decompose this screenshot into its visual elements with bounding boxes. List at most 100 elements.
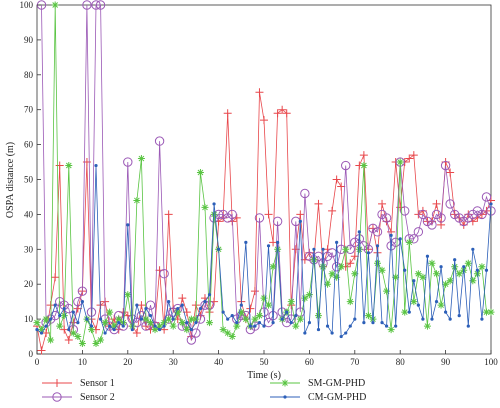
data-point <box>341 160 351 171</box>
data-point <box>257 320 262 325</box>
data-point <box>187 315 195 323</box>
data-point <box>94 163 98 168</box>
data-point <box>160 319 168 327</box>
data-point <box>189 327 193 332</box>
x-tick-label: 50 <box>260 357 270 367</box>
data-point <box>482 308 490 316</box>
data-point <box>471 247 475 251</box>
data-point <box>266 244 271 248</box>
data-point <box>269 238 278 247</box>
data-point <box>439 265 443 269</box>
data-point <box>310 256 318 264</box>
data-point <box>178 319 186 327</box>
data-point <box>246 304 255 313</box>
data-point <box>409 151 418 160</box>
data-point <box>321 247 325 251</box>
legend-swatch-marker <box>281 379 289 387</box>
data-point <box>425 254 430 258</box>
data-point <box>337 182 346 191</box>
data-point <box>217 247 221 251</box>
data-point <box>74 333 82 341</box>
data-point <box>55 161 64 170</box>
data-point <box>446 168 455 177</box>
data-point <box>319 263 327 271</box>
data-point <box>110 322 118 330</box>
data-point <box>405 238 413 246</box>
data-point <box>351 270 359 278</box>
data-point <box>230 314 234 318</box>
data-point <box>226 317 230 321</box>
data-point <box>287 298 295 306</box>
legend-swatch-marker <box>53 379 61 387</box>
data-point <box>44 324 48 328</box>
data-point <box>416 303 420 307</box>
data-point <box>332 175 341 184</box>
data-point <box>196 169 204 177</box>
data-point <box>139 317 144 321</box>
data-point <box>389 233 393 237</box>
data-point <box>292 322 300 330</box>
data-point <box>255 312 263 320</box>
data-point <box>198 307 203 311</box>
data-point <box>484 268 489 272</box>
data-point <box>381 213 392 223</box>
data-point <box>251 315 259 323</box>
data-point <box>212 202 216 206</box>
data-point <box>135 303 139 307</box>
x-axis-title: Time (s) <box>247 370 281 381</box>
data-point <box>421 317 425 321</box>
data-point <box>64 336 73 345</box>
data-point <box>137 301 146 310</box>
data-point <box>65 162 73 170</box>
data-point <box>383 287 391 295</box>
data-point <box>296 210 305 219</box>
data-point <box>372 227 383 237</box>
data-point <box>171 317 175 321</box>
data-point <box>457 314 461 318</box>
data-point <box>339 334 343 339</box>
data-point <box>46 301 55 310</box>
x-tick-label: 40 <box>214 357 224 367</box>
data-point <box>253 324 257 328</box>
data-point <box>269 263 277 271</box>
data-point <box>437 301 445 309</box>
data-point <box>237 308 245 316</box>
data-point <box>167 300 171 304</box>
data-point <box>357 230 361 234</box>
data-point <box>401 308 409 316</box>
y-tick-label: 10 <box>24 314 34 324</box>
data-point <box>62 307 66 311</box>
data-point <box>469 277 477 285</box>
data-point <box>366 251 371 255</box>
y-tick-label: 20 <box>24 279 34 289</box>
data-point <box>77 286 88 296</box>
data-point <box>51 1 59 9</box>
data-point <box>33 319 41 327</box>
data-point <box>56 322 64 330</box>
data-point <box>403 268 407 272</box>
data-point <box>221 310 225 314</box>
data-point <box>191 328 201 338</box>
data-point <box>413 227 424 237</box>
data-point <box>264 210 273 219</box>
data-point <box>95 0 106 10</box>
data-point <box>147 319 154 327</box>
data-point <box>144 307 148 311</box>
data-point <box>481 192 492 202</box>
data-point <box>254 213 265 223</box>
data-point <box>355 245 363 253</box>
data-point <box>294 314 298 318</box>
y-tick-label: 0 <box>29 349 34 359</box>
data-point <box>260 294 268 302</box>
data-point <box>153 324 157 328</box>
data-point <box>130 327 134 332</box>
data-point <box>132 329 141 338</box>
data-point <box>453 258 457 262</box>
data-point <box>58 314 62 318</box>
data-point <box>418 209 428 220</box>
data-point <box>328 206 337 215</box>
data-point <box>248 324 252 328</box>
data-point <box>324 280 332 288</box>
data-point <box>91 0 101 10</box>
data-point <box>414 270 422 278</box>
